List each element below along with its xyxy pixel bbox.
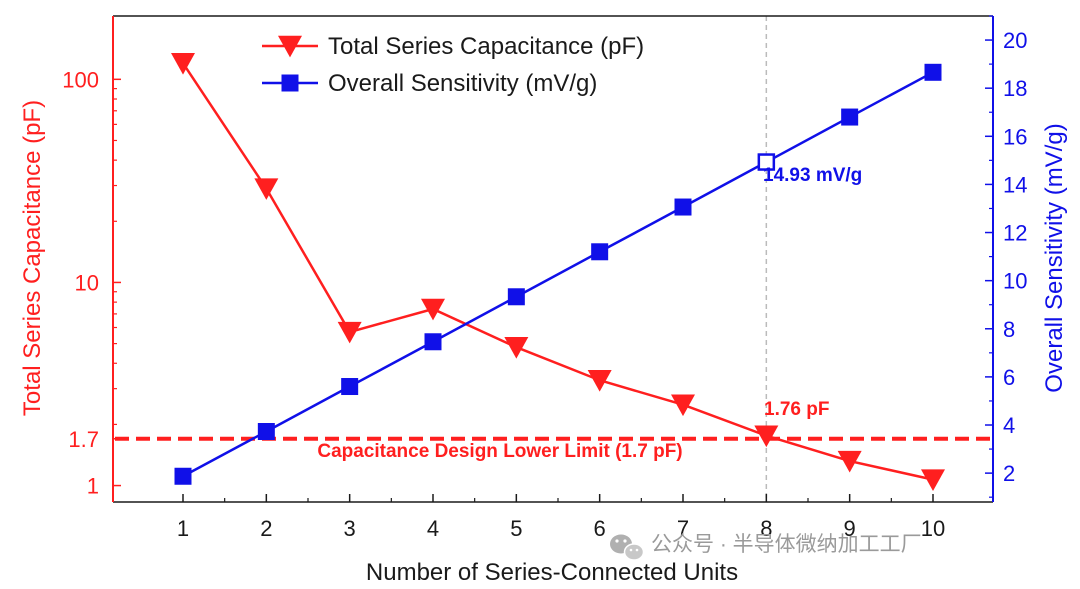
legend: Total Series Capacitance (pF) Overall Se… [262, 33, 644, 97]
x-tick-label: 5 [510, 516, 522, 541]
capacitance-point [921, 469, 945, 491]
left-tick-label: 100 [62, 67, 99, 92]
annotation-capacitance: 1.76 pF [764, 399, 829, 420]
x-tick-label: 10 [921, 516, 945, 541]
sensitivity-point [424, 333, 442, 351]
legend-label-sensitivity: Overall Sensitivity (mV/g) [328, 70, 597, 97]
x-tick-label: 1 [177, 516, 189, 541]
right-tick-label: 18 [1003, 76, 1027, 101]
legend-marker-capacitance [278, 35, 302, 58]
sensitivity-point [591, 243, 609, 261]
x-tick-label: 6 [594, 516, 606, 541]
sensitivity-point [757, 153, 776, 171]
right-tick-label: 10 [1003, 269, 1027, 294]
right-tick-label: 12 [1003, 221, 1027, 246]
left-tick-label: 1.7 [68, 427, 99, 452]
watermark-text: 公众号 · 半导体微纳加工工厂 [651, 533, 922, 556]
capacitance-point [171, 53, 195, 75]
sensitivity-point [924, 63, 942, 81]
series-line-capacitance [181, 62, 934, 481]
capacitance-point [254, 178, 279, 200]
x-tick-label: 8 [760, 516, 772, 541]
capacitance-point [504, 336, 529, 359]
left-tick-label: 1 [87, 474, 99, 499]
x-tick-label: 9 [844, 516, 856, 541]
wechat-icon [610, 534, 645, 561]
right-tick-label: 8 [1003, 317, 1015, 342]
sensitivity-point [507, 288, 525, 306]
x-tick-label: 7 [677, 516, 689, 541]
sensitivity-point [257, 423, 275, 441]
legend-label-capacitance: Total Series Capacitance (pF) [328, 33, 644, 60]
right-tick-label: 2 [1003, 461, 1015, 486]
plot-frame [112, 15, 994, 503]
right-tick-label: 14 [1003, 172, 1027, 197]
right-axis-title: Overall Sensitivity (mV/g) [1041, 123, 1068, 392]
left-tick-label: 10 [75, 270, 99, 295]
x-axis-title: Number of Series-Connected Units [366, 559, 738, 586]
capacitance-point [671, 394, 695, 417]
design-limit-label: Capacitance Design Lower Limit (1.7 pF) [317, 441, 682, 462]
x-tick-label: 3 [344, 516, 356, 541]
watermark: 公众号 · 半导体微纳加工工厂 [610, 533, 922, 561]
series-markers [171, 53, 945, 491]
annotation-sensitivity: 14.93 mV/g [763, 165, 862, 186]
capacitance-point [421, 298, 445, 321]
right-tick-label: 16 [1003, 124, 1027, 149]
sensitivity-point [674, 198, 692, 216]
capacitance-point [754, 425, 779, 448]
x-tick-label: 2 [260, 516, 272, 541]
capacitance-point [587, 370, 612, 392]
right-tick-label: 4 [1003, 413, 1015, 438]
sensitivity-point [341, 378, 359, 396]
x-tick-label: 4 [427, 516, 439, 541]
reference-lines [115, 16, 991, 502]
right-tick-label: 6 [1003, 365, 1015, 390]
legend-marker-sensitivity [281, 74, 299, 92]
capacitance-point [337, 321, 362, 344]
left-axis-title: Total Series Capacitance (pF) [19, 100, 46, 416]
sensitivity-point [841, 108, 859, 126]
capacitance-point [837, 450, 862, 473]
right-tick-label: 20 [1003, 28, 1027, 53]
series-line-sensitivity [182, 71, 934, 478]
series-lines [181, 62, 934, 481]
sensitivity-point [174, 467, 192, 485]
